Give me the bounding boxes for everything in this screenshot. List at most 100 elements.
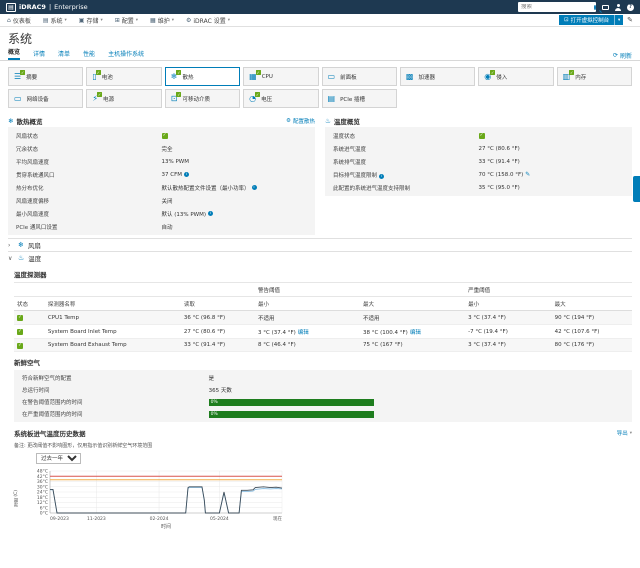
search-icon[interactable]	[594, 4, 596, 10]
menu-label: iDRAC 设置	[193, 17, 226, 25]
tile-battery[interactable]: ▯ ✓ 电池	[86, 67, 162, 86]
tab-bar: 概览 详情 清单 性能 主机操作系统 ⟳ 刷新	[0, 47, 640, 61]
tab-host-os[interactable]: 主机操作系统	[108, 51, 145, 58]
row-value: 365 天数	[208, 388, 232, 394]
panel-row: 此配置的系统进气温度支持限制 35 °C (95.0 °F)	[325, 181, 632, 194]
refresh-link[interactable]: ⟳ 刷新	[613, 51, 632, 60]
row-value: 70 °C (158.0 °F)	[478, 171, 524, 178]
menu-item-system[interactable]: ▤ 系统 ▾	[43, 16, 67, 25]
panel-row: 平均风扇速度 13% PWM	[8, 155, 315, 168]
edit-icon[interactable]: ✎	[525, 171, 531, 178]
brand-edition: Enterprise	[54, 3, 88, 11]
info-icon[interactable]: i	[184, 172, 189, 177]
quick-sync-icon[interactable]	[602, 4, 609, 10]
tab-overview[interactable]: 概览	[8, 47, 21, 60]
tab-inventory[interactable]: 清单	[58, 51, 71, 58]
temperature-panel-header: ♨ 温度概览	[325, 115, 632, 127]
console-button-label: 打开虚拟控制台	[570, 18, 610, 24]
tab-performance[interactable]: 性能	[83, 51, 96, 58]
accordion-fans[interactable]: › ❄ 风扇	[8, 238, 632, 251]
menu-item-storage[interactable]: ▣ 存储 ▾	[79, 16, 103, 25]
row-label: 热分布优化	[16, 185, 44, 192]
menu-label: 维护	[157, 17, 170, 25]
tile-removable-media[interactable]: ⊡ ✓ 可移动介质	[164, 89, 241, 108]
col-warn-max: 最大	[360, 296, 466, 311]
tile-label: 电源	[103, 96, 115, 103]
feedback-tab[interactable]	[633, 176, 640, 202]
fresh-air-row: 符合新鲜空气的配置 是	[14, 372, 632, 384]
status-ok-badge: ✓	[20, 69, 26, 75]
status-ok-icon: ✓	[478, 132, 485, 139]
probe-warn-max: 75 °C (167 °F)	[360, 338, 466, 352]
search-input[interactable]	[521, 4, 592, 10]
time-range-select[interactable]: 过去一年	[36, 453, 81, 464]
pencil-icon[interactable]: ✎	[627, 16, 633, 24]
history-chart-wrap: 温度 (C) 48°C 42°C 36°C 30°C 24°C 18°C 12°C 6°C 0°…	[14, 467, 632, 531]
tile-memory[interactable]: ▥ ✓ 内存	[556, 67, 632, 86]
tile-label: 网络设备	[26, 96, 49, 103]
tile-pcie-slots[interactable]: ▤ PCIe 插槽	[321, 89, 397, 108]
tile-intrusion[interactable]: ◉ ✓ 侵入	[478, 67, 554, 86]
row-label: 最小风扇速度	[16, 211, 50, 218]
panel-row: 目标排气温度限制 i 70 °C (158.0 °F) ✎	[325, 168, 632, 181]
open-virtual-console-button[interactable]: ⊡ 打开虚拟控制台	[559, 15, 615, 25]
probe-crit-max: 90 °C (194 °F)	[551, 310, 632, 325]
panel-row: 热分布优化 默认散热配置文件设置（最小功率） i	[8, 181, 315, 194]
info-icon[interactable]: i	[251, 185, 257, 190]
tile-front-panel[interactable]: ▭ 前面板	[321, 67, 397, 86]
chevron-down-icon: ▾	[100, 17, 103, 23]
monitor-icon: ⊡ ✓	[170, 91, 182, 103]
tile-network-devices[interactable]: ▭ 网络设备	[8, 89, 84, 108]
menu-item-maintenance[interactable]: ▦ 维护 ▾	[150, 16, 174, 25]
tile-label: 电池	[101, 74, 113, 81]
console-dropdown-button[interactable]: ▾	[614, 15, 624, 25]
lock-icon: ◉ ✓	[484, 69, 496, 81]
export-link[interactable]: 导出 ▾	[617, 429, 632, 438]
page-title: 系统	[8, 32, 33, 46]
configure-cooling-label: 配置散热	[292, 119, 315, 125]
accordion-temperature[interactable]: ∨ ♨ 温度	[8, 251, 632, 264]
info-icon[interactable]: i	[208, 211, 214, 216]
tile-summary[interactable]: ☰ ✓ 摘要	[8, 67, 84, 86]
user-icon[interactable]	[615, 4, 621, 11]
chevron-down-icon: ▾	[227, 17, 230, 23]
menu-item-idrac-settings[interactable]: ⚙ iDRAC 设置 ▾	[186, 16, 230, 25]
fresh-air-title: 新鲜空气	[14, 359, 40, 367]
info-icon[interactable]: i	[378, 173, 384, 179]
brand-name: iDRAC9	[19, 3, 46, 11]
config-icon: ⊞	[114, 16, 120, 24]
tile-accelerators[interactable]: ▩ 加速器	[399, 67, 476, 86]
brand: ▤ iDRAC9 | Enterprise	[6, 2, 88, 12]
tile-voltage[interactable]: ◔ ✓ 电压	[243, 89, 319, 108]
network-icon: ▭	[14, 93, 22, 103]
menu-item-configuration[interactable]: ⊞ 配置 ▾	[115, 16, 138, 25]
tile-cpu[interactable]: ▦ ✓ CPU	[243, 67, 319, 86]
snowflake-icon: ❄	[18, 241, 24, 249]
list-icon: ☰ ✓	[14, 69, 26, 81]
battery-icon: ▯ ✓	[92, 69, 101, 81]
col-warn-min: 最小	[255, 296, 361, 311]
row-value: 27 °C (80.6 °F)	[478, 145, 520, 152]
menu-item-dashboard[interactable]: ⌂ 仪表板	[7, 16, 31, 25]
status-ok-icon: ✓	[17, 315, 23, 321]
probe-warn-max: 38 °C (100.4 °F) 编辑	[360, 324, 466, 339]
help-icon[interactable]: ?	[627, 3, 634, 11]
front-panel-icon: ▭	[327, 71, 336, 81]
table-row: ✓ System Board Inlet Temp 27 °C (80.6 °F…	[14, 324, 632, 339]
row-label: 系统进气温度	[333, 146, 367, 153]
configure-cooling-link[interactable]: ⚙ 配置散热	[286, 117, 315, 125]
edit-link[interactable]: 编辑	[409, 329, 421, 336]
edit-link[interactable]: 编辑	[297, 329, 309, 336]
warning-threshold-header: 警告阈值	[255, 282, 361, 297]
hardware-tiles: ☰ ✓ 摘要 ▯ ✓ 电池 ❄ ✓ 散热 ▦ ✓ CPU ▭ 前面板 ▩ 加速器 ◉ ✓ …	[0, 61, 640, 110]
gear-icon: ⚙	[286, 118, 291, 124]
topbar-right: ?	[518, 2, 634, 12]
snowflake-icon: ❄ ✓	[170, 69, 182, 81]
col-crit-max: 最大	[551, 296, 632, 311]
tile-power[interactable]: ⚡ ✓ 电源	[86, 89, 162, 108]
row-value: 33 °C (91.4 °F)	[478, 158, 520, 165]
tile-cooling[interactable]: ❄ ✓ 散热	[164, 67, 241, 86]
tab-details[interactable]: 详情	[33, 51, 46, 58]
search-box[interactable]	[518, 2, 596, 12]
topbar: ▤ iDRAC9 | Enterprise ?	[0, 0, 640, 14]
